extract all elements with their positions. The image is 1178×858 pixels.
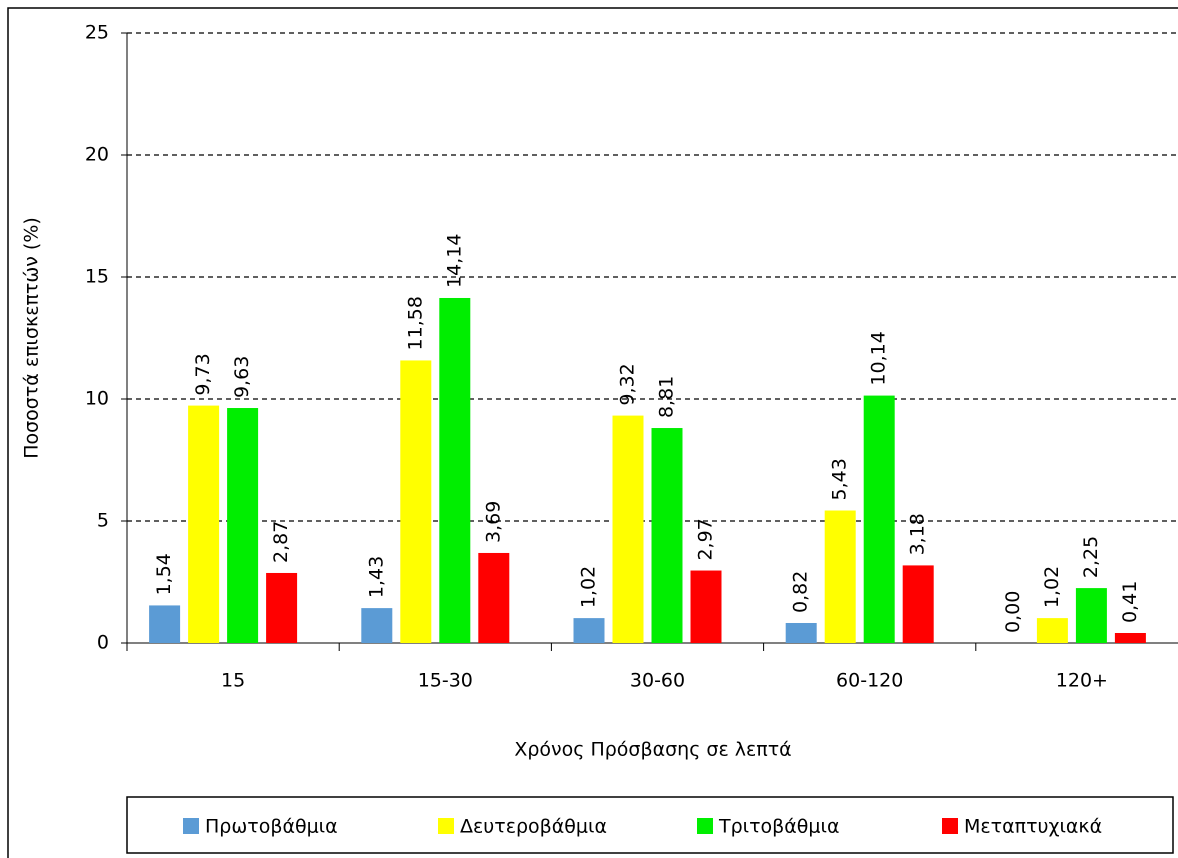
bar bbox=[902, 565, 934, 643]
chart-border bbox=[7, 7, 1178, 858]
bar bbox=[824, 510, 856, 643]
y-axis-label: Ποσοστά επισκεπτών (%) bbox=[21, 217, 43, 459]
value-label: 1,43 bbox=[365, 556, 387, 598]
value-label: 8,81 bbox=[656, 376, 678, 418]
bar bbox=[612, 415, 644, 643]
legend-box bbox=[126, 796, 1174, 854]
y-tick-label: 20 bbox=[85, 144, 109, 166]
value-label: 3,18 bbox=[907, 513, 929, 555]
x-tick-label: 120+ bbox=[1056, 670, 1108, 692]
bar bbox=[149, 605, 181, 643]
value-label: 2,25 bbox=[1080, 536, 1102, 578]
x-tick-label: 15-30 bbox=[418, 670, 473, 692]
bar bbox=[439, 297, 471, 643]
legend-swatch bbox=[942, 818, 958, 834]
x-tick-label: 60-120 bbox=[836, 670, 903, 692]
y-tick-label: 10 bbox=[85, 388, 109, 410]
x-axis-label: Χρόνος Πρόσβασης σε λεπτά bbox=[514, 739, 791, 761]
bar bbox=[227, 408, 259, 643]
value-label: 1,54 bbox=[153, 553, 175, 595]
bar bbox=[188, 405, 220, 643]
value-label: 9,32 bbox=[617, 363, 639, 405]
y-tick-label: 15 bbox=[85, 266, 109, 288]
value-label: 3,69 bbox=[482, 501, 504, 543]
legend-swatch bbox=[438, 818, 454, 834]
value-label: 11,58 bbox=[404, 296, 426, 350]
bar bbox=[690, 570, 722, 643]
bar bbox=[1075, 588, 1107, 643]
bar bbox=[478, 552, 510, 643]
legend-swatch bbox=[183, 818, 199, 834]
legend-label: Τριτοβάθμια bbox=[718, 816, 839, 838]
value-label: 0,00 bbox=[1002, 591, 1024, 633]
value-label: 0,41 bbox=[1119, 581, 1141, 623]
x-tick-label: 30-60 bbox=[630, 670, 685, 692]
x-tick-label: 15 bbox=[221, 670, 245, 692]
value-label: 9,63 bbox=[231, 356, 253, 398]
value-label: 10,14 bbox=[868, 331, 890, 385]
legend-label: Πρωτοβάθμια bbox=[205, 816, 338, 838]
bar bbox=[573, 618, 605, 643]
bar bbox=[400, 360, 432, 643]
bar bbox=[1114, 632, 1146, 643]
bar bbox=[361, 608, 393, 643]
bar bbox=[651, 428, 683, 643]
bar bbox=[785, 622, 817, 643]
value-label: 0,82 bbox=[790, 571, 812, 613]
value-label: 9,73 bbox=[192, 353, 214, 395]
bar bbox=[863, 395, 895, 643]
y-tick-label: 25 bbox=[85, 22, 109, 44]
value-label: 2,87 bbox=[270, 521, 292, 563]
value-label: 1,02 bbox=[1041, 566, 1063, 608]
y-tick-label: 5 bbox=[97, 510, 109, 532]
y-tick-label: 0 bbox=[97, 632, 109, 654]
value-label: 1,02 bbox=[578, 566, 600, 608]
value-label: 2,97 bbox=[695, 518, 717, 560]
value-label: 5,43 bbox=[829, 458, 851, 500]
legend-swatch bbox=[697, 818, 713, 834]
value-label: 14,14 bbox=[443, 234, 465, 288]
bar bbox=[1036, 618, 1068, 643]
legend-label: Μεταπτυχιακά bbox=[964, 816, 1102, 838]
bar bbox=[266, 572, 298, 643]
legend-label: Δευτεροβάθμια bbox=[460, 816, 607, 838]
